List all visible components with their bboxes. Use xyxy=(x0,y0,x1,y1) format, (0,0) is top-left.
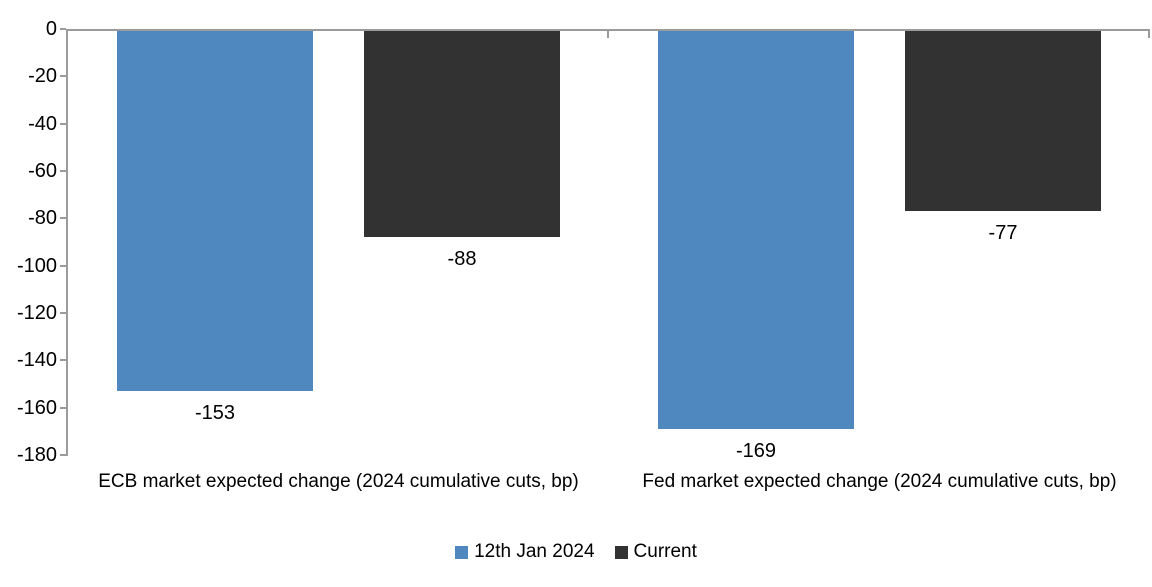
y-axis-tick xyxy=(60,75,66,78)
y-axis-tick xyxy=(60,170,66,172)
legend-item-jan: 12th Jan 2024 xyxy=(455,540,595,564)
bar-current-fed xyxy=(905,29,1101,212)
legend-swatch-icon xyxy=(614,545,628,559)
y-axis-tick xyxy=(60,122,66,125)
y-axis-tick-label: -180 xyxy=(16,444,57,466)
legend-label: 12th Jan 2024 xyxy=(474,541,595,562)
y-axis-tick-label: -20 xyxy=(28,65,57,88)
legend-label: Current xyxy=(633,541,697,562)
y-axis-tick-label: -60 xyxy=(28,160,57,182)
legend: 12th Jan 2024 Current xyxy=(0,538,1152,566)
bar-jan-ecb xyxy=(117,29,313,392)
y-axis-tick-label: -100 xyxy=(16,254,57,277)
y-axis-line xyxy=(66,29,68,456)
legend-item-current: Current xyxy=(614,540,697,564)
y-axis-tick xyxy=(60,406,66,409)
bar-current-ecb xyxy=(364,29,560,238)
y-axis-tick xyxy=(60,28,66,30)
category-label: Fed market expected change (2024 cumulat… xyxy=(642,471,1117,492)
legend-swatch-icon xyxy=(455,545,469,559)
y-axis-tick-label: -80 xyxy=(28,207,57,230)
bar-value-label: -88 xyxy=(447,248,477,271)
y-axis-tick xyxy=(60,312,66,314)
bar-value-label: -169 xyxy=(735,439,777,462)
x-axis-boundary-tick xyxy=(1148,29,1150,38)
y-axis-tick-label: -120 xyxy=(16,302,57,324)
category-label: ECB market expected change (2024 cumulat… xyxy=(98,471,579,492)
bar-value-label: -153 xyxy=(194,402,236,425)
bar-jan-fed xyxy=(658,29,854,429)
y-axis-tick xyxy=(60,217,66,220)
y-axis-tick-label: 0 xyxy=(45,18,57,40)
y-axis-tick-label: -160 xyxy=(16,396,57,419)
y-axis-tick-label: -140 xyxy=(16,349,57,372)
y-axis-tick xyxy=(60,359,66,362)
y-axis-tick xyxy=(60,454,66,456)
y-axis-tick xyxy=(60,264,66,267)
y-axis-tick-label: -40 xyxy=(28,112,57,135)
x-axis-boundary-tick xyxy=(607,29,609,38)
bar-value-label: -77 xyxy=(988,222,1018,245)
